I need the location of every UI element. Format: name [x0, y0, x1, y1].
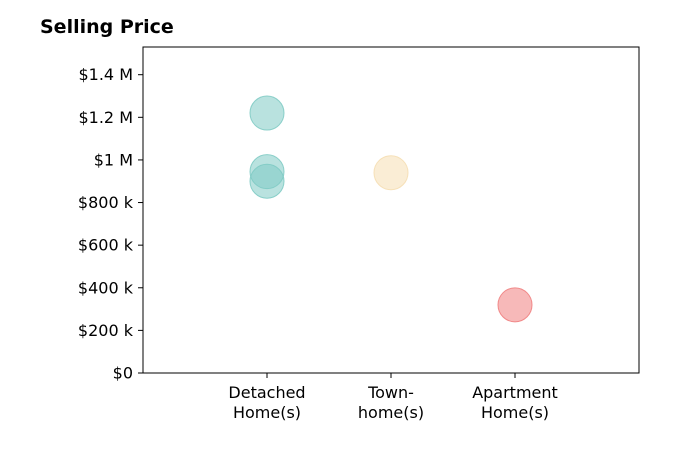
plot-frame: [142, 46, 640, 374]
x-tick-label-0: Detached Home(s): [228, 383, 305, 422]
y-tick-label-7: $1.4 M: [78, 65, 133, 84]
y-tick-label-2: $400 k: [78, 278, 134, 297]
data-point-2: [249, 163, 285, 199]
y-tick-label-1: $200 k: [78, 321, 134, 340]
x-axis: Detached Home(s) Town-home(s) Apartment Home…: [228, 373, 558, 422]
data-point-0: [249, 95, 285, 131]
points-layer: [249, 95, 533, 323]
chart-title: Selling Price: [40, 16, 174, 38]
y-tick-label-4: $800 k: [78, 193, 134, 212]
data-point-4: [497, 287, 533, 323]
y-tick-label-6: $1.2 M: [78, 108, 133, 127]
y-tick-label-5: $1 M: [94, 150, 133, 169]
x-tick-label-2: Apartment Home(s): [472, 383, 558, 422]
x-tick-label-1: Town-home(s): [358, 383, 424, 422]
y-axis: $0 $200 k $400 k $600 k $800 k $1 M $1.2 M $1.4…: [78, 65, 143, 383]
y-tick-label-0: $0: [113, 364, 133, 383]
data-point-3: [373, 155, 409, 191]
y-tick-label-3: $600 k: [78, 236, 134, 255]
